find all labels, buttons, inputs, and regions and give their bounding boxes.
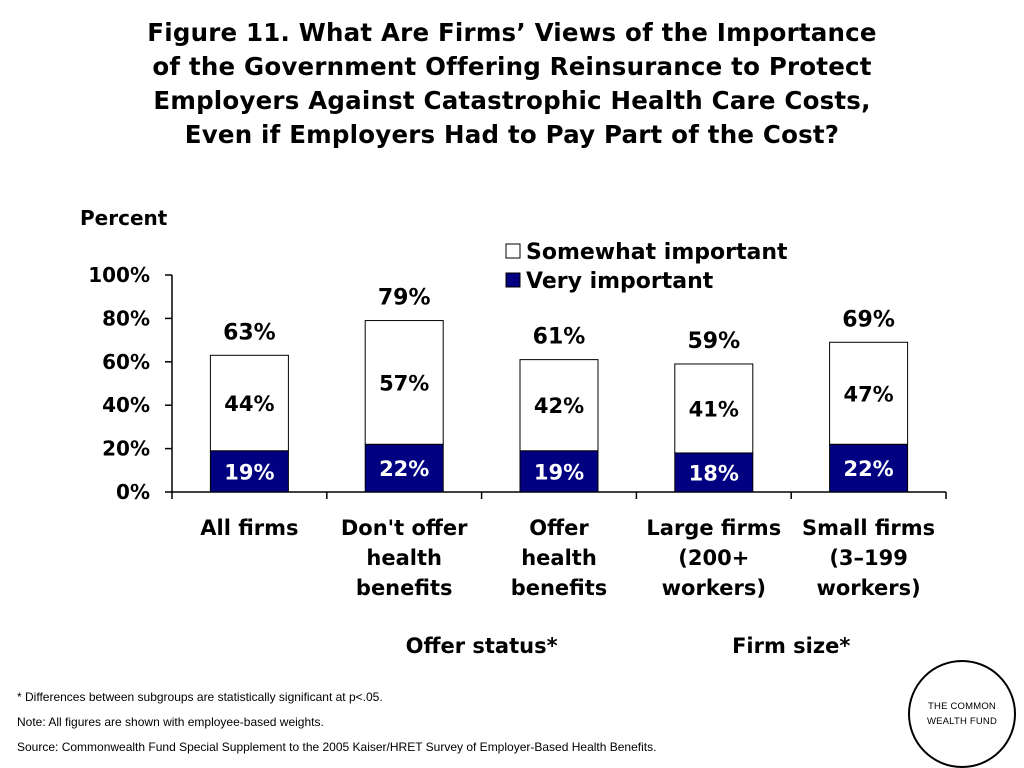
bar-very-important bbox=[829, 443, 909, 493]
bar-very-important bbox=[364, 443, 444, 493]
data-label-total: 59% bbox=[687, 329, 740, 354]
data-label-very-important: 22% bbox=[843, 457, 893, 481]
data-label-very-important: 19% bbox=[534, 460, 584, 484]
category-label: health bbox=[366, 546, 442, 570]
commonwealth-fund-logo: THE COMMONWEALTH FUND bbox=[908, 660, 1016, 768]
bar-very-important bbox=[209, 450, 289, 493]
data-label-somewhat-important: 47% bbox=[843, 382, 893, 406]
bar-somewhat-important bbox=[829, 341, 909, 445]
data-label-total: 79% bbox=[378, 286, 431, 311]
weights-note: Note: All figures are shown with employe… bbox=[17, 715, 324, 729]
source-note: Source: Commonwealth Fund Special Supple… bbox=[17, 740, 657, 754]
category-label: Small firms bbox=[802, 516, 935, 540]
plot-area: 0% 20% 40% 60% 80% 100% 19% 44% 63% All firms 22% 5… bbox=[88, 263, 947, 658]
data-label-somewhat-important: 41% bbox=[689, 397, 739, 421]
data-label-total: 61% bbox=[533, 325, 586, 350]
data-label-total: 69% bbox=[842, 307, 895, 332]
category-label: Large firms bbox=[646, 516, 781, 540]
category-label: workers) bbox=[816, 576, 920, 600]
significance-footnote: * Differences between subgroups are stat… bbox=[17, 690, 383, 704]
group-label: Firm size* bbox=[732, 634, 850, 658]
category-label: benefits bbox=[511, 576, 608, 600]
category-label: (3–199 bbox=[829, 546, 908, 570]
category-label: Don't offer bbox=[341, 516, 468, 540]
chart-legend: Somewhat important Very important bbox=[505, 240, 788, 294]
chart-title-line: Even if Employers Had to Pay Part of the… bbox=[184, 120, 840, 149]
y-tick-label: 0% bbox=[116, 480, 150, 504]
bar-somewhat-important bbox=[674, 363, 754, 454]
legend-swatch-somewhat-important bbox=[505, 243, 521, 259]
bar-somewhat-important bbox=[519, 359, 599, 452]
data-label-very-important: 19% bbox=[224, 460, 274, 484]
y-tick-label: 40% bbox=[102, 393, 150, 417]
category-label: benefits bbox=[356, 576, 453, 600]
bar-somewhat-important bbox=[364, 320, 444, 445]
group-label: Offer status* bbox=[406, 634, 558, 658]
category-label: health bbox=[521, 546, 597, 570]
category-label: All firms bbox=[200, 516, 298, 540]
chart-title-line: Figure 11. What Are Firms’ Views of the … bbox=[147, 18, 877, 47]
chart-title: Figure 11. What Are Firms’ Views of the … bbox=[62, 16, 962, 152]
logo-text: THE COMMONWEALTH FUND bbox=[926, 701, 998, 727]
bar-somewhat-important bbox=[209, 354, 289, 452]
category-label: (200+ bbox=[678, 546, 749, 570]
chart-title-line: Employers Against Catastrophic Health Ca… bbox=[153, 86, 871, 115]
bar-very-important bbox=[519, 450, 599, 493]
y-axis-label: Percent bbox=[80, 206, 168, 230]
bar-very-important bbox=[674, 452, 754, 493]
data-label-somewhat-important: 57% bbox=[379, 371, 429, 395]
data-label-somewhat-important: 42% bbox=[534, 394, 584, 418]
y-tick-label: 100% bbox=[88, 263, 150, 287]
y-tick-label: 80% bbox=[102, 306, 150, 330]
category-label: Offer bbox=[529, 516, 589, 540]
y-tick-label: 60% bbox=[102, 350, 150, 374]
data-label-very-important: 18% bbox=[689, 461, 739, 485]
y-tick-label: 20% bbox=[102, 437, 150, 461]
data-label-total: 63% bbox=[223, 320, 276, 345]
chart-title-line: of the Government Offering Reinsurance t… bbox=[152, 52, 872, 81]
category-label: workers) bbox=[662, 576, 766, 600]
legend-swatch-very-important bbox=[505, 272, 521, 288]
data-label-very-important: 22% bbox=[379, 457, 429, 481]
data-label-somewhat-important: 44% bbox=[224, 392, 274, 416]
legend-label-very-important: Very important bbox=[526, 269, 714, 294]
legend-label-somewhat-important: Somewhat important bbox=[526, 240, 788, 265]
